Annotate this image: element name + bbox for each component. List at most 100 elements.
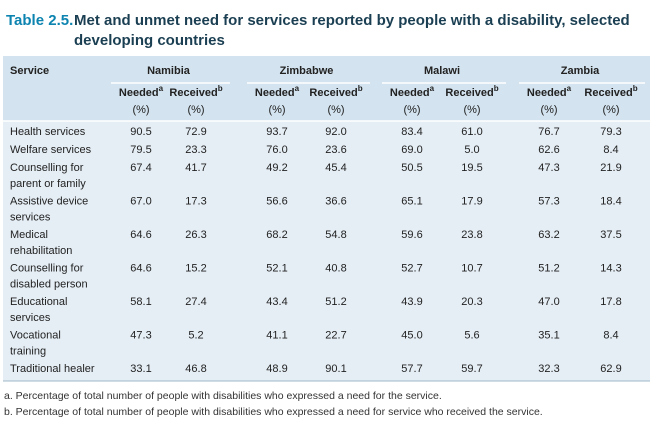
- column-unit: (%): [187, 104, 204, 116]
- row-label: training: [10, 345, 46, 357]
- column-unit: (%): [403, 104, 420, 116]
- cell: 23.8: [461, 229, 482, 241]
- column-sup: a: [567, 84, 572, 93]
- cell: 52.7: [401, 262, 422, 274]
- cell: 76.7: [538, 126, 559, 138]
- column-header: Service: [10, 65, 49, 77]
- column-header: Neededa: [255, 84, 300, 99]
- column-sup: a: [159, 84, 164, 93]
- column-sup: b: [218, 84, 223, 93]
- cell: 26.3: [185, 229, 206, 241]
- cell: 15.2: [185, 262, 206, 274]
- cell: 61.0: [461, 126, 482, 138]
- cell: 57.3: [538, 195, 559, 207]
- column-sup: a: [430, 84, 435, 93]
- cell: 32.3: [538, 363, 559, 375]
- row-label: Educational: [10, 296, 68, 308]
- column-unit: (%): [268, 104, 285, 116]
- column-sup: a: [295, 84, 300, 93]
- cell: 45.4: [325, 162, 346, 174]
- row-label: Counselling for: [10, 262, 84, 274]
- cell: 33.1: [130, 363, 151, 375]
- cell: 59.7: [461, 363, 482, 375]
- cell: 50.5: [401, 162, 422, 174]
- column-label: Received: [445, 87, 493, 99]
- column-header: Receivedb: [169, 84, 222, 99]
- column-unit: (%): [132, 104, 149, 116]
- column-label: Needed: [119, 87, 159, 99]
- group-header: Malawi: [424, 65, 460, 77]
- column-label: Needed: [390, 87, 430, 99]
- row-label: Medical: [10, 229, 48, 241]
- row-label: Health services: [10, 126, 86, 138]
- cell: 47.0: [538, 296, 559, 308]
- cell: 37.5: [600, 229, 621, 241]
- cell: 23.6: [325, 144, 346, 156]
- cell: 47.3: [538, 162, 559, 174]
- row-label: services: [10, 312, 51, 324]
- cell: 22.7: [325, 329, 346, 341]
- row-label: Welfare services: [10, 144, 92, 156]
- row-label: services: [10, 211, 51, 223]
- column-label: Needed: [527, 87, 567, 99]
- cell: 65.1: [401, 195, 422, 207]
- column-label: Received: [169, 87, 217, 99]
- cell: 35.1: [538, 329, 559, 341]
- cell: 5.0: [464, 144, 479, 156]
- cell: 48.9: [266, 363, 287, 375]
- cell: 46.8: [185, 363, 206, 375]
- footnote: a. Percentage of total number of people …: [4, 390, 442, 402]
- title-line: Met and unmet need for services reported…: [74, 12, 630, 29]
- column-label: Needed: [255, 87, 295, 99]
- row-label: parent or family: [10, 178, 86, 190]
- cell: 47.3: [130, 329, 151, 341]
- column-header: Receivedb: [584, 84, 637, 99]
- cell: 64.6: [130, 262, 151, 274]
- cell: 8.4: [603, 329, 618, 341]
- cell: 18.4: [600, 195, 621, 207]
- cell: 83.4: [401, 126, 422, 138]
- cell: 17.9: [461, 195, 482, 207]
- cell: 17.3: [185, 195, 206, 207]
- cell: 56.6: [266, 195, 287, 207]
- cell: 43.4: [266, 296, 287, 308]
- cell: 19.5: [461, 162, 482, 174]
- cell: 62.6: [538, 144, 559, 156]
- row-label: Traditional healer: [10, 363, 95, 375]
- cell: 20.3: [461, 296, 482, 308]
- cell: 49.2: [266, 162, 287, 174]
- cell: 27.4: [185, 296, 206, 308]
- cell: 5.2: [188, 329, 203, 341]
- cell: 36.6: [325, 195, 346, 207]
- cell: 41.7: [185, 162, 206, 174]
- column-header: Neededa: [527, 84, 572, 99]
- row-label: Vocational: [10, 329, 61, 341]
- column-unit: (%): [463, 104, 480, 116]
- cell: 58.1: [130, 296, 151, 308]
- row-label: disabled person: [10, 278, 88, 290]
- column-label: Received: [309, 87, 357, 99]
- group-header: Zambia: [561, 65, 600, 77]
- table-number: Table 2.5.: [6, 12, 73, 29]
- column-unit: (%): [327, 104, 344, 116]
- row-label: rehabilitation: [10, 245, 72, 257]
- cell: 92.0: [325, 126, 346, 138]
- cell: 79.5: [130, 144, 151, 156]
- cell: 45.0: [401, 329, 422, 341]
- title-line: developing countries: [74, 32, 225, 49]
- cell: 67.4: [130, 162, 151, 174]
- cell: 64.6: [130, 229, 151, 241]
- cell: 5.6: [464, 329, 479, 341]
- column-header: Receivedb: [309, 84, 362, 99]
- cell: 43.9: [401, 296, 422, 308]
- cell: 93.7: [266, 126, 287, 138]
- cell: 54.8: [325, 229, 346, 241]
- cell: 63.2: [538, 229, 559, 241]
- cell: 21.9: [600, 162, 621, 174]
- cell: 51.2: [325, 296, 346, 308]
- row-label: Assistive device: [10, 195, 88, 207]
- cell: 40.8: [325, 262, 346, 274]
- cell: 57.7: [401, 363, 422, 375]
- column-header: Neededa: [390, 84, 435, 99]
- footnote: b. Percentage of total number of people …: [4, 406, 543, 418]
